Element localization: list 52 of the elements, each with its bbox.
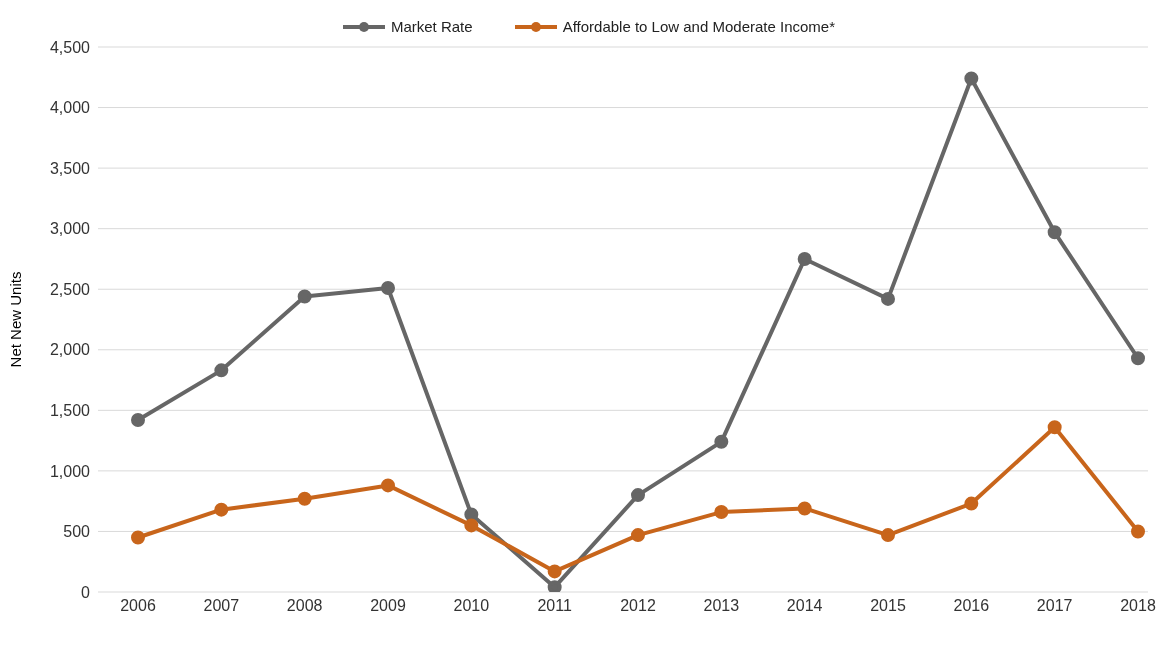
legend-label: Affordable to Low and Moderate Income* <box>561 18 836 35</box>
point <box>547 580 562 592</box>
point <box>631 488 645 503</box>
point <box>964 496 979 511</box>
x-tick-label: 2008 <box>286 597 323 615</box>
point <box>964 71 979 86</box>
point <box>297 491 312 506</box>
point <box>381 478 395 493</box>
x-tick-label: 2006 <box>120 597 156 615</box>
point <box>797 501 812 516</box>
point <box>381 281 395 296</box>
x-tick-label: 2016 <box>953 597 990 615</box>
legend-label: Market Rate <box>389 18 473 35</box>
point <box>214 502 229 517</box>
x-tick-label: 2009 <box>370 597 406 615</box>
y-tick-label: 500 <box>63 523 91 541</box>
x-tick-label: 2017 <box>1036 597 1073 615</box>
y-tick-label: 3,500 <box>49 159 91 177</box>
point <box>797 251 812 266</box>
point <box>547 564 562 579</box>
x-tick-label: 2015 <box>870 597 906 615</box>
x-tick-label: 2011 <box>537 597 572 615</box>
y-tick-label: 2,500 <box>49 280 91 298</box>
point <box>214 363 229 378</box>
point <box>1131 351 1145 366</box>
y-tick-label: 1,000 <box>49 462 91 480</box>
y-tick-label: 2,000 <box>49 341 91 359</box>
point <box>464 507 479 522</box>
x-tick-label: 2014 <box>786 597 823 615</box>
point <box>131 413 145 428</box>
point <box>1131 524 1145 539</box>
point <box>1047 225 1062 240</box>
x-tick-label: 2007 <box>203 597 240 615</box>
x-tick-label: 2018 <box>1120 597 1156 615</box>
point <box>714 505 729 520</box>
y-tick-label: 4,000 <box>49 99 91 117</box>
point <box>881 528 895 543</box>
point <box>297 289 312 304</box>
x-tick-label: 2010 <box>453 597 490 615</box>
x-tick-label: 2012 <box>620 597 656 615</box>
point <box>631 528 645 543</box>
x-tick-label: 2013 <box>703 597 740 615</box>
y-tick-label: 4,500 <box>49 38 91 56</box>
y-tick-label: 1,500 <box>49 402 91 420</box>
point <box>714 434 729 449</box>
y-axis-title: Net New Units <box>7 271 25 368</box>
point <box>1047 420 1062 435</box>
point <box>131 530 145 545</box>
point <box>464 518 479 533</box>
y-tick-label: 3,000 <box>49 220 91 238</box>
point <box>881 291 895 306</box>
y-tick-label: 0 <box>81 583 91 601</box>
